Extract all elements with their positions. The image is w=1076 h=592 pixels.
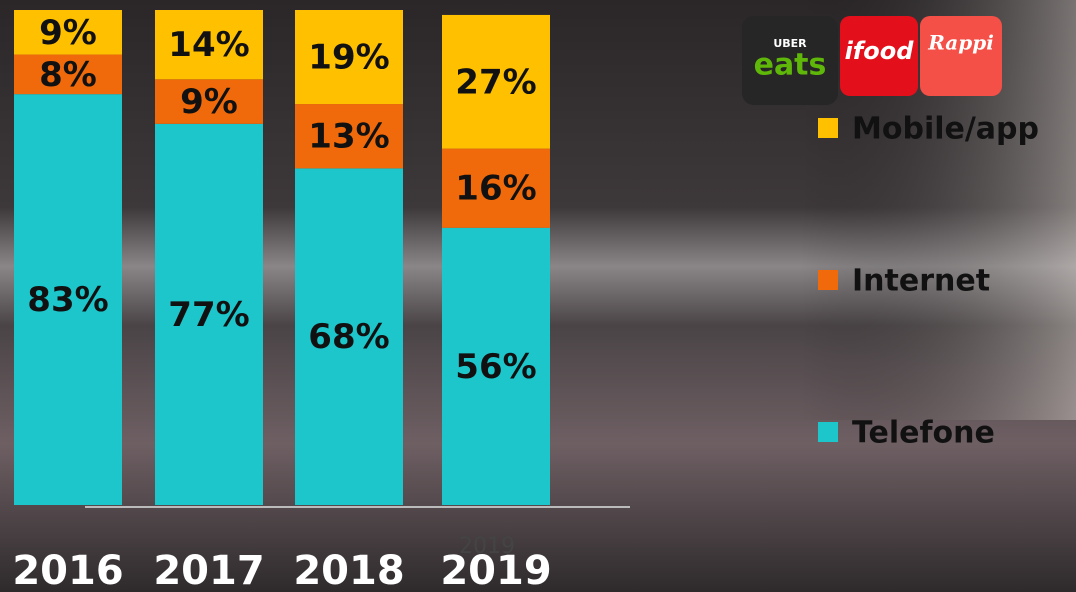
- data-label: 27%: [455, 62, 536, 102]
- x-tick-label: 2016: [12, 548, 123, 592]
- logo-ifood: [840, 16, 918, 96]
- legend-label: Internet: [852, 264, 990, 299]
- data-label: 77%: [168, 295, 249, 335]
- bar-segment: [442, 148, 550, 228]
- bar-segment: [14, 10, 122, 55]
- data-label: 8%: [39, 55, 97, 95]
- bar-segment: [155, 79, 263, 124]
- bar-segment: [295, 10, 403, 105]
- legend-swatch: [818, 118, 838, 138]
- data-label: 68%: [308, 317, 389, 357]
- data-label: 13%: [308, 117, 389, 157]
- bar-segment: [155, 123, 263, 505]
- data-label: 14%: [168, 25, 249, 65]
- data-label: 16%: [455, 169, 536, 209]
- legend-label: Mobile/app: [852, 112, 1039, 147]
- annotation: 2019: [459, 534, 515, 559]
- logo-uber: [742, 16, 838, 105]
- data-label: 9%: [39, 13, 97, 53]
- logo-text: ifood: [845, 37, 915, 65]
- bar-segment: [14, 54, 122, 95]
- bar-segment: [442, 14, 550, 149]
- data-label: 19%: [308, 38, 389, 78]
- logo-text: eats: [754, 48, 827, 83]
- legend-swatch: [818, 422, 838, 442]
- data-label: 9%: [180, 82, 238, 122]
- bar-segment: [295, 168, 403, 505]
- logo-text: UBER: [773, 37, 807, 50]
- bar-segment: [14, 94, 122, 506]
- bar-segment: [442, 227, 550, 506]
- x-tick-label: 2019: [440, 548, 551, 592]
- bar-segment: [295, 104, 403, 169]
- bar-segment: [155, 10, 263, 80]
- legend-swatch: [818, 270, 838, 290]
- data-label: 56%: [455, 347, 536, 387]
- x-tick-label: 2017: [153, 548, 264, 592]
- data-label: 83%: [27, 280, 108, 320]
- logo-text: Rappi: [927, 31, 994, 55]
- x-tick-label: 2018: [293, 548, 404, 592]
- legend-label: Telefone: [852, 416, 995, 451]
- logo-rappi: [920, 16, 1002, 96]
